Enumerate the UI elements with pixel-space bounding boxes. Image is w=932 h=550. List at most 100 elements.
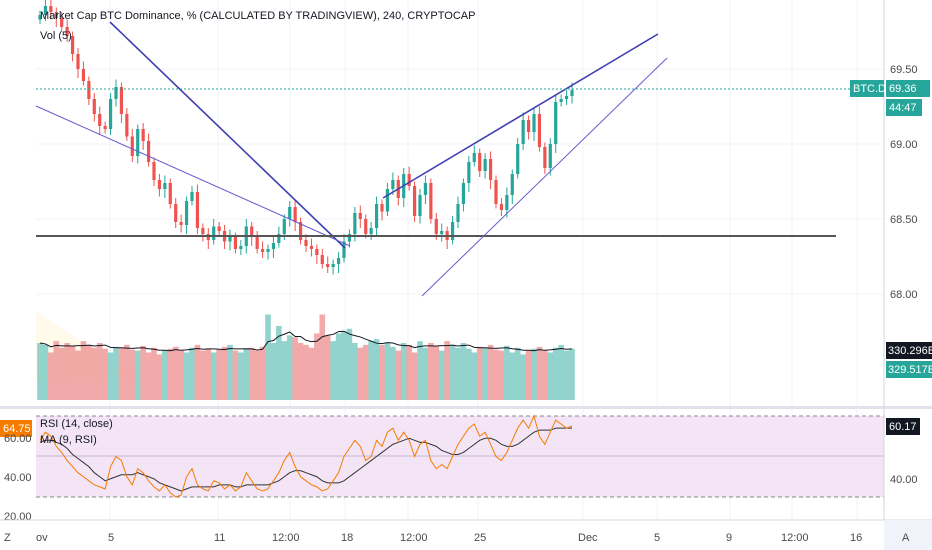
candle-body — [125, 114, 129, 137]
volume-bar — [536, 346, 543, 400]
volume-bar — [238, 352, 244, 400]
rsi-left-tag — [0, 420, 32, 437]
upper-channel-line[interactable] — [382, 33, 659, 199]
volume-bar — [270, 343, 277, 400]
volume-bar — [368, 341, 374, 400]
candle-body — [412, 186, 417, 216]
candle-body — [559, 99, 563, 102]
candles — [38, 0, 574, 275]
volume-bar — [102, 348, 108, 400]
volume-bar — [341, 331, 347, 400]
current-price-tag — [886, 80, 930, 97]
volume-bar — [466, 348, 472, 400]
volume-bar — [346, 328, 353, 400]
candle-body — [184, 201, 189, 225]
candle-body — [49, 6, 53, 12]
volume-bar — [80, 341, 87, 400]
candle-body — [336, 258, 341, 264]
volume-bar — [254, 350, 260, 400]
volume-bar — [297, 343, 304, 400]
lower-downtrend-line[interactable] — [35, 105, 351, 247]
time-label: 11 — [214, 532, 225, 544]
volume-bar — [216, 349, 222, 400]
candle-body — [54, 12, 58, 18]
candle-body — [130, 136, 134, 156]
volume-bar — [569, 348, 575, 400]
volume-bar — [276, 325, 282, 400]
volume-bar — [455, 347, 461, 400]
candle-body — [331, 264, 335, 267]
volume-bar — [243, 348, 250, 400]
chart-title: Market Cap BTC Dominance, % (CALCULATED … — [40, 10, 475, 22]
volume-bar — [281, 341, 288, 400]
candle-body — [114, 87, 118, 99]
rsi-line — [39, 414, 573, 498]
volume-bar — [42, 344, 49, 400]
volume-bar — [406, 344, 412, 400]
candle-body — [570, 90, 574, 96]
candle-body — [494, 180, 498, 204]
volume-bar — [232, 350, 239, 400]
volume-bar — [509, 352, 516, 400]
volume-bar — [482, 347, 488, 400]
volume-bar — [107, 352, 114, 400]
volume-bar — [558, 344, 564, 400]
volume-bar — [129, 349, 136, 400]
panel-separator[interactable] — [0, 406, 932, 409]
volume-bar — [542, 350, 548, 400]
price-axis[interactable]: 69.50 69.00 68.50 68.00 BTC.D 69.36 44:4… — [850, 0, 932, 520]
time-label: ov — [36, 532, 48, 544]
volume-bar — [493, 349, 499, 400]
candle-body — [288, 207, 292, 219]
auto-scale-button[interactable]: A — [902, 532, 910, 544]
volume-bar — [69, 345, 76, 400]
rsi-left-tag-text: 64.75 — [3, 423, 31, 435]
time-label: 12:00 — [272, 532, 300, 544]
candle-body — [141, 129, 145, 141]
candle-body — [521, 120, 525, 144]
volume-bar — [167, 348, 174, 400]
price-tick: 68.00 — [890, 289, 918, 301]
volume-bar — [520, 354, 526, 400]
time-axis[interactable]: ov 5 11 12:00 18 12:00 25 Dec 5 9 12:00 … — [0, 519, 932, 550]
volume-tag-2 — [886, 361, 932, 378]
lower-channel-line[interactable] — [421, 57, 668, 297]
candle-body — [168, 183, 172, 204]
volume-bar — [395, 350, 402, 400]
volume-bar — [124, 344, 130, 400]
candle-body — [385, 189, 390, 212]
candle-body — [179, 222, 183, 225]
candle-body — [157, 180, 162, 189]
candle-body — [456, 204, 460, 222]
volume-bar — [227, 344, 233, 400]
candle-body — [282, 219, 286, 234]
volume-bar — [48, 352, 54, 400]
volume-bar — [563, 350, 570, 400]
volume-bar — [460, 343, 467, 400]
volume-bar — [324, 335, 331, 400]
volume-bar — [428, 343, 434, 400]
candle-body — [146, 141, 151, 162]
corner-box — [884, 520, 932, 550]
time-label: 5 — [108, 532, 114, 544]
candle-body — [342, 241, 346, 258]
price-tick: 68.50 — [890, 214, 918, 226]
volume-ma-line — [39, 330, 573, 352]
volume-bar — [476, 346, 483, 400]
volume-bar — [145, 352, 152, 400]
volume-bar — [156, 354, 163, 400]
candle-body — [136, 129, 140, 156]
volume-tag-1-text: 330.296B — [888, 345, 932, 357]
volume-bar — [362, 344, 369, 400]
rsi-left-tick: 40.00 — [4, 472, 32, 484]
candle-body — [233, 237, 238, 249]
candle-body — [190, 192, 194, 201]
volume-bar — [172, 346, 179, 400]
downtrend-line[interactable] — [109, 21, 346, 249]
candle-body — [320, 255, 324, 264]
rsi-panel[interactable]: RSI (14, close) MA (9, RSI) — [36, 414, 884, 498]
countdown-text: 44:47 — [889, 102, 917, 114]
volume-bar — [91, 347, 98, 400]
main-panel[interactable]: Market Cap BTC Dominance, % (CALCULATED … — [0, 0, 884, 520]
